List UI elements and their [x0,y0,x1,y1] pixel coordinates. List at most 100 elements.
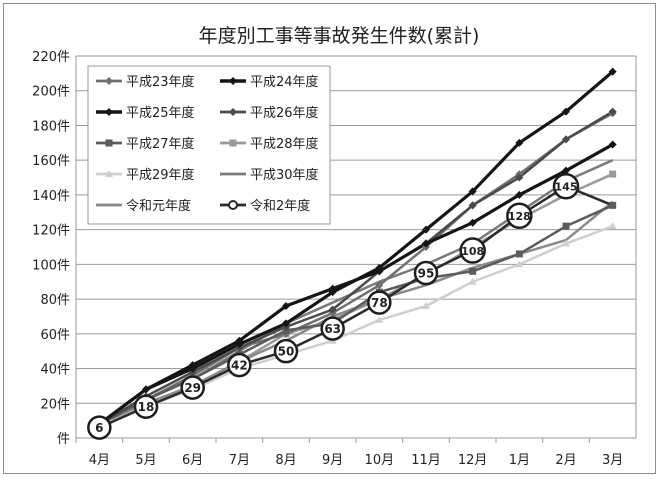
data-label-circle [367,290,392,315]
legend-marker [229,108,237,116]
data-label: 6 [95,421,103,435]
series-2-line [98,70,614,426]
x-tick-label: 1月 [509,453,530,468]
legend-marker [105,77,113,85]
series-3-point [282,302,290,311]
series-3-point [422,239,430,248]
x-tick-label: 10月 [365,453,395,468]
series-4-line [98,110,614,426]
data-label-circle [87,415,112,440]
legend-label: 平成28年度 [250,136,319,152]
series-7-point [468,277,477,285]
series-2-point [422,225,430,234]
x-tick-label: 4月 [89,453,110,468]
data-label-circle [506,202,533,229]
series-3-point [608,140,617,149]
series-6-point [609,170,617,178]
series-2-point [282,319,290,328]
series-4-point [328,305,337,314]
data-label: 50 [278,345,295,359]
data-label: 95 [418,267,435,281]
legend-label: 平成27年度 [126,136,195,152]
series-7-point [608,222,617,230]
legend-label: 平成23年度 [126,74,195,90]
y-tick-label: 180件 [32,119,70,134]
series-4-point [562,135,570,144]
series-4-point [608,107,617,116]
series-7-point [375,315,384,323]
series-2-point [235,340,244,349]
x-tick-label: 11月 [411,453,441,468]
series-1-point [375,281,384,290]
x-tick-label: 8月 [275,453,296,468]
data-label: 108 [461,245,484,258]
data-label: 78 [371,296,388,310]
y-tick-label: 100件 [32,258,70,273]
series-7-point [562,239,570,247]
legend-label: 平成24年度 [250,74,319,90]
data-labels: 6 18 29 42 50 63 78 95 108 128 145 [87,172,580,440]
x-tick-label: 12月 [458,453,488,468]
series-5-point [609,201,617,209]
series-2-point [608,67,617,76]
x-tick-label: 7月 [229,453,250,468]
series-4-point [468,201,477,210]
series-3-point [562,166,570,175]
series-4-point [515,173,524,182]
data-label: 29 [184,381,201,395]
data-label: 145 [555,181,578,194]
data-label-circle [180,375,205,400]
legend-marker [229,139,237,147]
y-axis: 件 20件 40件 60件 80件 100件 120件 140件 160件 180件 200件 220… [32,50,70,447]
legend-label: 令和元年度 [126,198,191,214]
x-axis: 4月 5月 6月 7月 8月 9月 10月 11月 12月 1月 2月 3月 [75,438,623,468]
data-label-circle [552,172,580,200]
legend-marker [105,170,113,177]
y-tick-label: 件 [57,432,70,447]
data-label-circle [273,338,299,364]
series-2-point [468,187,477,196]
data-label-circle [459,237,486,264]
y-tick-label: 140件 [32,189,70,204]
legend-label: 令和2年度 [250,198,310,214]
legend-label: 平成29年度 [126,167,195,183]
x-tick-label: 6月 [182,453,203,468]
legend-label: 平成25年度 [126,105,195,121]
chart-title: 年度別工事等事故発生件数(累計) [199,25,480,47]
series-7-point [515,260,524,268]
series-2-point [142,385,150,394]
legend-box [87,65,331,225]
y-tick-label: 80件 [40,293,70,308]
series-3-point [468,218,477,227]
series-5-point [515,250,523,258]
data-label-circle [320,316,345,341]
data-label: 63 [324,322,341,336]
y-tick-label: 20件 [40,397,70,412]
x-tick-label: 3月 [602,453,623,468]
line-chart: 年度別工事等事故発生件数(累計) 件 20件 40件 60件 80件 100件 120件 14… [32,25,637,468]
series-2-point [328,288,337,297]
y-tick-label: 60件 [40,328,70,343]
legend-label: 平成30年度 [250,167,319,183]
data-label: 128 [508,210,531,223]
series-5-point [469,267,477,275]
data-label-circle [133,394,159,419]
legend-marker [105,108,113,116]
legend-marker [229,77,237,85]
chart-frame: 年度別工事等事故発生件数(累計) 件 20件 40件 60件 80件 100件 120件 14… [3,3,656,474]
data-label-circle [413,260,439,286]
series-7-point [422,302,430,310]
series-2-point [562,107,570,116]
data-label: 18 [138,400,155,414]
series-3-point [515,190,524,199]
x-tick-label: 9月 [322,453,343,468]
series-2-point [188,364,197,373]
legend-marker [228,200,238,210]
data-label-circle [227,352,252,378]
y-tick-label: 200件 [32,85,70,100]
series-2-point [515,138,524,147]
y-tick-label: 220件 [32,50,70,65]
x-tick-label: 2月 [555,453,576,468]
series-5-point [562,222,570,230]
